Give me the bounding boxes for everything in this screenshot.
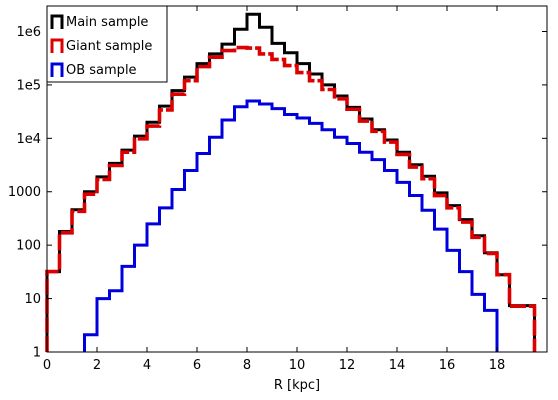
series-line bbox=[45, 45, 537, 352]
x-tick-label: 12 bbox=[339, 358, 356, 373]
y-tick-label: 1000 bbox=[8, 185, 41, 200]
legend-label: Giant sample bbox=[66, 39, 152, 54]
y-tick-label: 10 bbox=[24, 292, 41, 307]
ticks-layer: 0 2 4 6 8 10 12 14 16 18 1 10 100 1000 1e4 1e5 1e6 bbox=[8, 6, 547, 373]
x-tick-label: 8 bbox=[243, 358, 251, 373]
x-tick-label: 6 bbox=[193, 358, 201, 373]
series-giant-sample bbox=[45, 45, 537, 352]
series-ob-sample bbox=[83, 99, 499, 352]
y-tick-label: 1 bbox=[33, 346, 41, 361]
legend-swatch bbox=[50, 38, 64, 53]
x-tick-label: 18 bbox=[489, 358, 506, 373]
y-tick-label: 1e6 bbox=[16, 25, 41, 40]
legend-box bbox=[46, 5, 168, 83]
x-tick-label: 14 bbox=[389, 358, 406, 373]
x-axis-title: R [kpc] bbox=[274, 378, 320, 393]
x-tick-label: 10 bbox=[289, 358, 306, 373]
y-tick-label: 100 bbox=[16, 239, 41, 254]
x-tick-label: 16 bbox=[439, 358, 456, 373]
legend-swatch bbox=[50, 14, 64, 29]
legend-label: OB sample bbox=[66, 63, 137, 78]
x-tick-label: 2 bbox=[93, 358, 101, 373]
series-line bbox=[83, 99, 499, 352]
y-tick-label: 1e5 bbox=[16, 78, 41, 93]
legend-swatch bbox=[50, 62, 64, 77]
y-tick-label: 1e4 bbox=[16, 132, 41, 147]
x-tick-label: 0 bbox=[43, 358, 51, 373]
legend-label: Main sample bbox=[66, 15, 148, 30]
x-tick-label: 4 bbox=[143, 358, 151, 373]
series-layer bbox=[45, 12, 537, 352]
legend: Main sample Giant sample OB sample bbox=[46, 5, 168, 83]
